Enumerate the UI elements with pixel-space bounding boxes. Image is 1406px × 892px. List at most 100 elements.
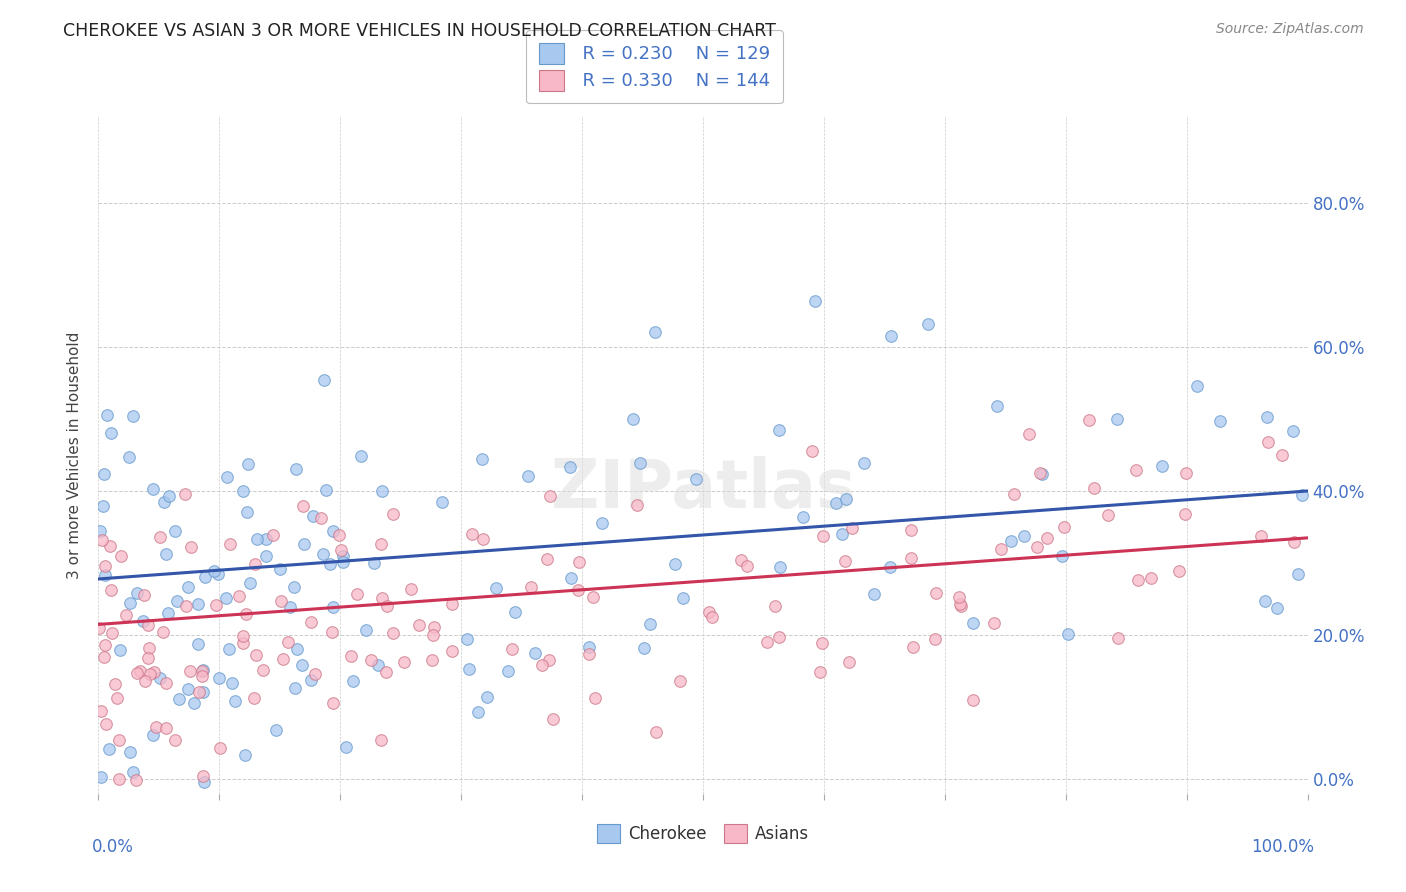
Point (924, 632, 946, 646)
Point (808, 665, 831, 679)
Point (990, 541, 1012, 556)
Point (531, 658, 554, 673)
Point (925, 586, 948, 600)
Point (120, 596, 142, 610)
Point (1265, 601, 1288, 615)
Point (194, 570, 217, 584)
Point (901, 640, 924, 655)
Point (645, 724, 668, 739)
Point (266, 723, 288, 737)
Point (93, 499, 115, 513)
Point (187, 637, 209, 651)
Point (236, 505, 259, 519)
Point (986, 399, 1008, 413)
Point (350, 450, 373, 464)
Point (191, 769, 214, 783)
Point (1173, 507, 1195, 521)
Text: 100.0%: 100.0% (1250, 838, 1313, 856)
Point (536, 552, 558, 566)
Point (517, 468, 540, 483)
Point (163, 733, 186, 747)
Point (578, 648, 600, 662)
Point (252, 663, 274, 677)
Point (644, 325, 666, 339)
Point (375, 665, 398, 680)
Point (91, 533, 114, 547)
Point (238, 457, 260, 471)
Point (582, 590, 605, 604)
Point (90, 770, 112, 784)
Point (263, 528, 285, 542)
Point (1282, 424, 1305, 438)
Point (792, 509, 814, 524)
Point (813, 529, 835, 543)
Point (233, 747, 256, 762)
Point (278, 599, 301, 614)
Point (962, 615, 984, 630)
Point (319, 557, 342, 571)
Point (879, 559, 901, 574)
Point (664, 558, 686, 572)
Point (314, 373, 336, 387)
Point (322, 599, 344, 614)
Point (768, 423, 790, 437)
Point (100, 582, 122, 597)
Point (339, 649, 361, 664)
Point (560, 571, 582, 585)
Point (1018, 426, 1040, 441)
Point (804, 294, 827, 309)
Point (304, 667, 326, 681)
Point (224, 694, 246, 708)
Point (93, 649, 115, 664)
Point (371, 591, 394, 606)
Point (633, 640, 655, 655)
Point (115, 607, 138, 622)
Point (156, 606, 179, 620)
Point (202, 564, 225, 578)
Point (1031, 467, 1053, 481)
Point (190, 664, 212, 678)
Point (239, 575, 262, 590)
Point (292, 537, 315, 551)
Point (485, 581, 508, 595)
Point (221, 676, 243, 690)
Point (948, 597, 970, 611)
Point (370, 537, 392, 551)
Point (321, 625, 343, 640)
Point (335, 739, 357, 754)
Point (217, 469, 239, 483)
Point (299, 673, 322, 687)
Text: CHEROKEE VS ASIAN 3 OR MORE VEHICLES IN HOUSEHOLD CORRELATION CHART: CHEROKEE VS ASIAN 3 OR MORE VEHICLES IN … (63, 22, 776, 40)
Point (520, 580, 543, 594)
Point (105, 691, 128, 706)
Point (87, 621, 110, 635)
Point (245, 558, 267, 572)
Point (591, 516, 613, 530)
Point (117, 450, 139, 464)
Point (96, 794, 118, 808)
Point (363, 556, 385, 570)
Point (461, 527, 484, 541)
Point (205, 598, 228, 612)
Point (254, 532, 277, 546)
Point (332, 555, 354, 569)
Point (1000, 533, 1022, 548)
Point (1286, 567, 1309, 582)
Point (382, 507, 405, 521)
Point (626, 498, 648, 512)
Point (271, 652, 294, 666)
Text: 0.0%: 0.0% (93, 838, 134, 856)
Point (756, 635, 779, 649)
Point (90, 704, 112, 718)
Point (285, 642, 308, 657)
Point (558, 459, 581, 474)
Point (735, 559, 758, 574)
Point (208, 671, 231, 685)
Point (191, 663, 214, 677)
Point (1025, 540, 1047, 554)
Point (94, 567, 117, 582)
Legend: Cherokee, Asians: Cherokee, Asians (591, 817, 815, 850)
Point (127, 666, 149, 681)
Point (98, 742, 121, 756)
Point (142, 728, 165, 742)
